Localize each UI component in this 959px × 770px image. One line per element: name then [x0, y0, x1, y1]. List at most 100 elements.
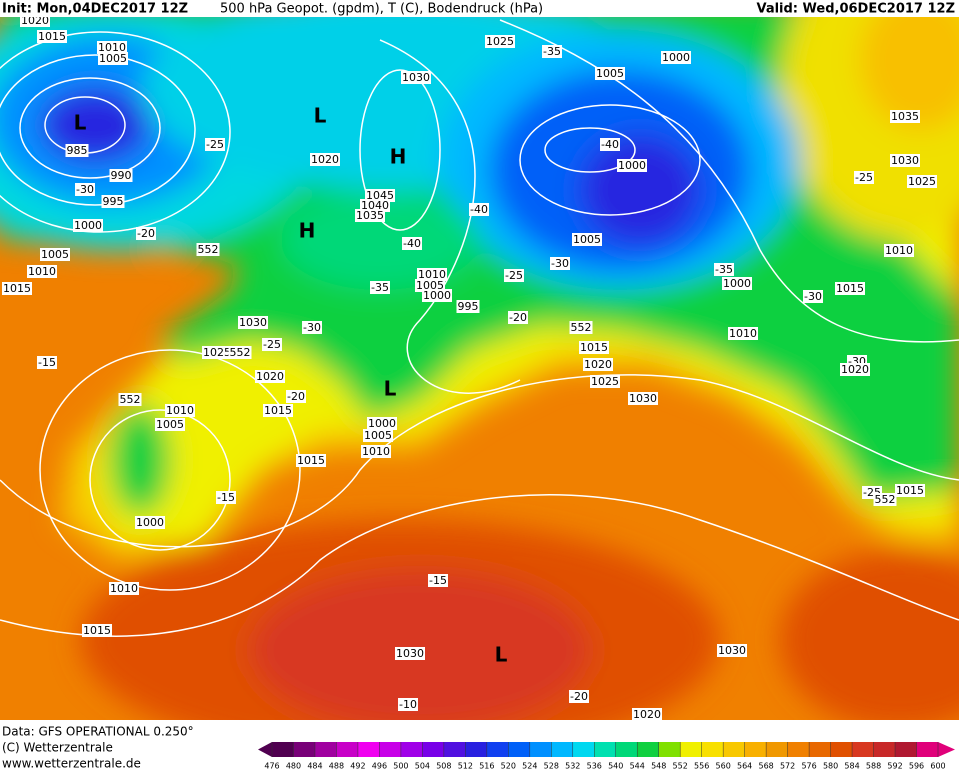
colorbar-label: 572	[780, 762, 795, 770]
colorbar-label: 600	[930, 762, 945, 770]
contour-label-box	[600, 138, 620, 151]
contour-label-box	[109, 169, 133, 182]
contour-label: 552	[120, 393, 141, 406]
contour-label: 1015	[3, 282, 31, 295]
contour-label-box	[205, 138, 225, 151]
contour-label: 1005	[416, 279, 444, 292]
contour-label: 995	[458, 300, 479, 313]
contour-label: 1015	[264, 404, 292, 417]
contour-label: 1025	[908, 175, 936, 188]
contour-label-box	[165, 404, 195, 417]
colorbar-label: 552	[673, 762, 688, 770]
colorbar-label: 512	[458, 762, 473, 770]
contour-label-box	[873, 493, 897, 506]
contour-label: 1020	[311, 153, 339, 166]
contour-label-box	[835, 282, 865, 295]
colorbar-label: 500	[393, 762, 408, 770]
color-band	[701, 742, 724, 757]
color-band	[336, 742, 359, 757]
contour-label: -30	[551, 257, 569, 270]
contour-label: -15	[429, 574, 447, 587]
pressure-center: H	[299, 219, 316, 243]
contour-label-box	[722, 277, 752, 290]
contour-label-box	[98, 52, 128, 65]
contour-label-box	[296, 454, 326, 467]
color-band	[723, 742, 746, 757]
contour-label-box	[569, 321, 593, 334]
color-band	[852, 742, 875, 757]
colorbar-label: 568	[758, 762, 773, 770]
colorbar-label: 588	[866, 762, 881, 770]
colorbar-label: 532	[565, 762, 580, 770]
website: www.wetterzentrale.de	[2, 757, 141, 770]
contour-label: 1010	[885, 244, 913, 257]
contour-label-box	[118, 393, 142, 406]
contour-label-box	[632, 708, 662, 720]
contour-label-box	[717, 644, 747, 657]
colorbar-label: 576	[801, 762, 816, 770]
contour-label-box	[37, 356, 57, 369]
contour-label-box	[569, 690, 589, 703]
contour-label: -35	[371, 281, 389, 294]
contour-label-box	[595, 67, 625, 80]
contour-label: 552	[875, 493, 896, 506]
contour-label: 1030	[402, 71, 430, 84]
contour-label-box	[363, 429, 393, 442]
contour-label: 1000	[618, 159, 646, 172]
contour-label-box	[884, 244, 914, 257]
contour-label-box	[263, 404, 293, 417]
contour-label-box	[355, 209, 385, 222]
contour-label-box	[661, 51, 691, 64]
colorbar-label: 544	[630, 762, 645, 770]
contour-label: 1010	[729, 327, 757, 340]
contour-label: 1020	[584, 358, 612, 371]
color-band	[465, 742, 488, 757]
colorbar-label: 528	[544, 762, 559, 770]
colorbar-label: 504	[415, 762, 430, 770]
contour-label: -10	[399, 698, 417, 711]
contour-label-box	[135, 516, 165, 529]
contour-label-box	[628, 392, 658, 405]
init-time: Init: Mon,04DEC2017 12Z	[2, 2, 188, 17]
color-band	[744, 742, 767, 757]
copyright: (C) Wetterzentrale	[2, 741, 113, 755]
contour-label: 1015	[896, 484, 924, 497]
color-band	[272, 742, 294, 757]
contour-label: 552	[230, 346, 251, 359]
pressure-center: L	[495, 643, 508, 667]
color-band	[572, 742, 595, 757]
contour-label-box	[255, 370, 285, 383]
map-title: 500 hPa Geopot. (gpdm), T (C), Bodendruc…	[220, 2, 543, 17]
contour-label: 1020	[256, 370, 284, 383]
contour-label: -40	[601, 138, 619, 151]
colorbar-label: 484	[307, 762, 322, 770]
contour-label: 995	[103, 195, 124, 208]
colorbar-label: 540	[608, 762, 623, 770]
contour-label-box	[504, 269, 524, 282]
contour-label: 1005	[364, 429, 392, 442]
color-band	[508, 742, 531, 757]
colorbar-arrow-low	[258, 742, 272, 757]
contour-label: -30	[76, 183, 94, 196]
color-band	[658, 742, 681, 757]
contour-label-box	[542, 45, 562, 58]
contour-label-box	[155, 418, 185, 431]
contour-label: -20	[137, 227, 155, 240]
contour-label: 1005	[156, 418, 184, 431]
colorbar-label: 596	[909, 762, 924, 770]
contour-label: 1015	[836, 282, 864, 295]
color-band	[766, 742, 789, 757]
colorbar-label: 476	[264, 762, 279, 770]
contour-label-box	[485, 35, 515, 48]
contour-label: -25	[263, 338, 281, 351]
contour-label-box	[367, 417, 397, 430]
contour-label: 1030	[396, 647, 424, 660]
contour-label: 1010	[28, 265, 56, 278]
color-band	[895, 742, 918, 757]
contour-label-box	[428, 574, 448, 587]
colorbar-label: 556	[694, 762, 709, 770]
contour-label: -40	[403, 237, 421, 250]
contour-label-box	[370, 281, 390, 294]
contour-label: 1005	[41, 248, 69, 261]
